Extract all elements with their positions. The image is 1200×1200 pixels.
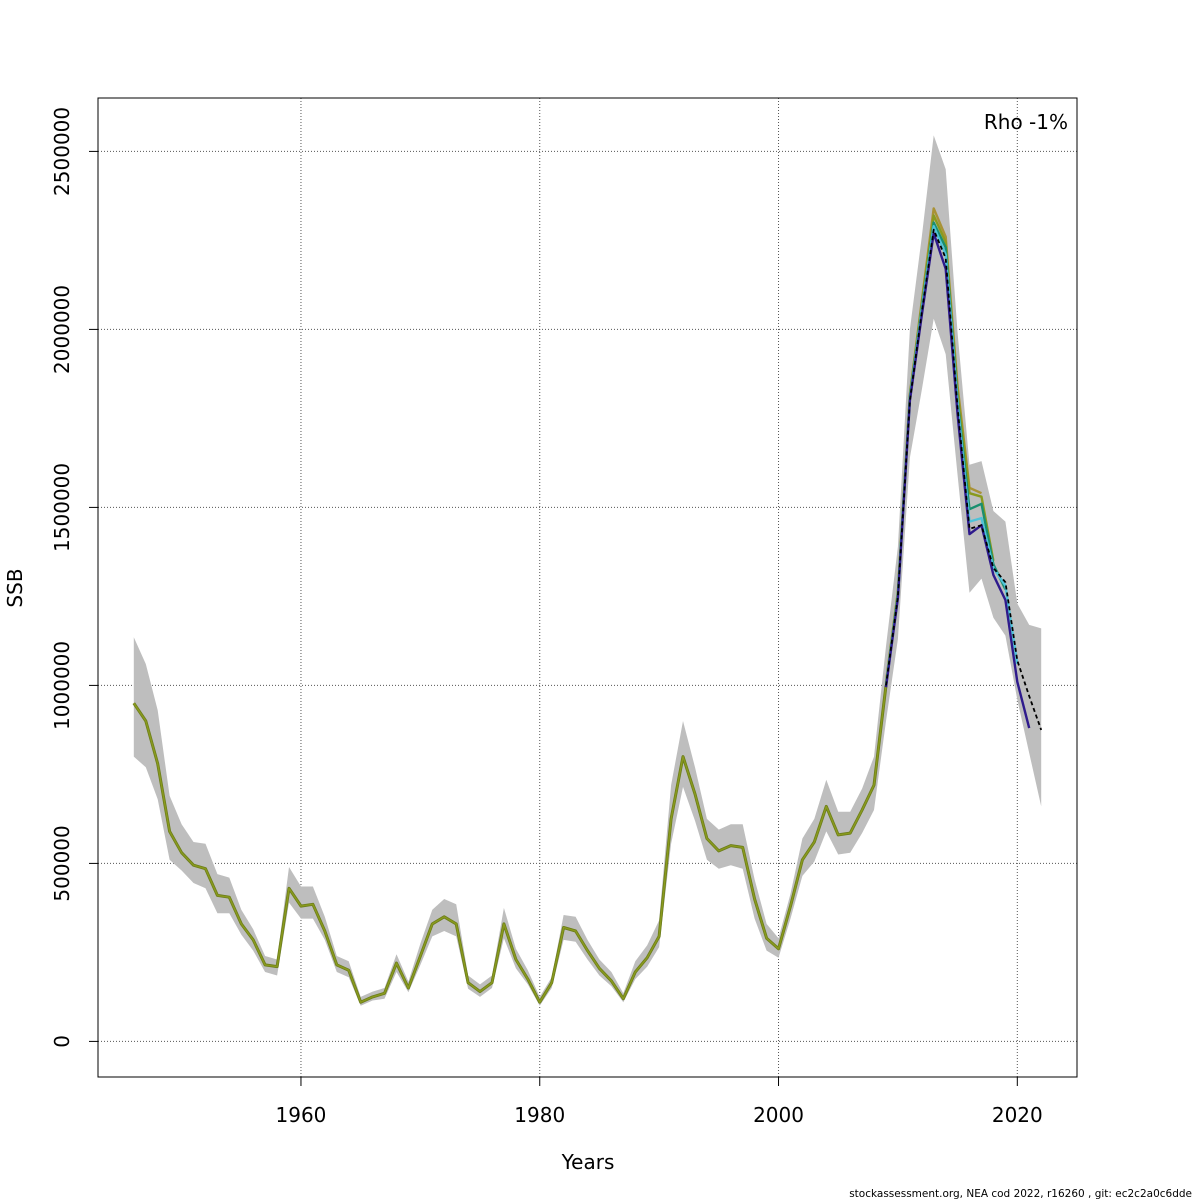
y-tick-label: 2000000 — [50, 285, 74, 374]
x-tick-label: 1960 — [276, 1103, 327, 1127]
y-axis-label: SSB — [3, 568, 27, 607]
y-tick-label: 1500000 — [50, 463, 74, 552]
x-tick-label: 2020 — [992, 1103, 1043, 1127]
footer-credit: stockassessment.org, NEA cod 2022, r1626… — [849, 1188, 1192, 1200]
ssb-line-main — [885, 228, 1043, 731]
historic-ssb-line-highlight — [133, 685, 887, 1003]
y-tick-label: 1000000 — [50, 641, 74, 730]
y-axis: 0 500000 1000000 1500000 2000000 2500000 — [50, 107, 98, 1048]
x-tick-label: 2000 — [753, 1103, 804, 1127]
x-axis-label: Years — [561, 1150, 615, 1174]
y-tick-label: 500000 — [50, 825, 74, 901]
y-tick-label: 2500000 — [50, 107, 74, 196]
plot-frame — [97, 97, 1078, 1078]
grid — [98, 98, 1077, 1077]
series-lines — [132, 207, 1043, 1004]
x-axis: 1960 1980 2000 2020 — [276, 1077, 1043, 1127]
y-tick-label: 0 — [50, 1035, 74, 1048]
x-tick-label: 1980 — [514, 1103, 565, 1127]
rho-annotation: Rho -1% — [984, 110, 1068, 134]
